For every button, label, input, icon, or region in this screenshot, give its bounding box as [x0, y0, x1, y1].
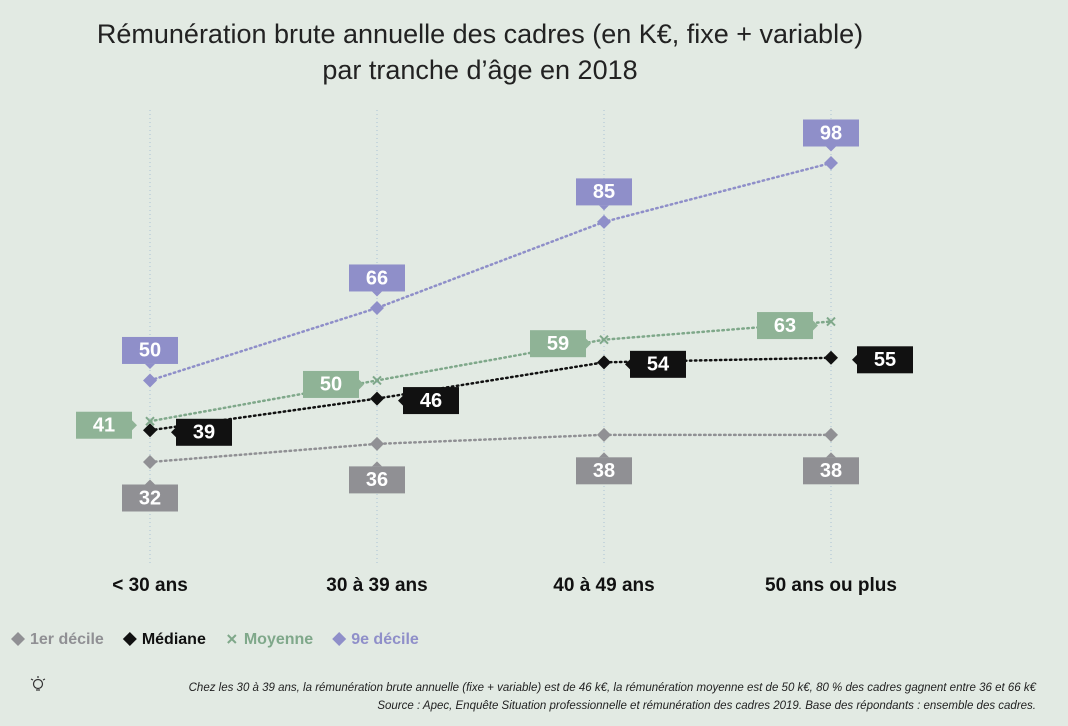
series-line — [148, 356, 833, 432]
series-line — [148, 320, 833, 423]
label-pointer — [813, 320, 818, 331]
marker — [227, 634, 237, 644]
data-label: 50 — [139, 340, 161, 362]
series: 32 36 38 38 — [122, 427, 859, 512]
note: Source : Apec, Enquête Situation profess… — [377, 700, 1036, 712]
data-label: 98 — [820, 122, 842, 144]
label-pointer — [372, 461, 382, 467]
marker — [824, 156, 838, 170]
label-box — [122, 484, 178, 512]
label-box — [303, 370, 359, 398]
marker — [597, 355, 611, 370]
label-pointer — [599, 205, 609, 211]
label-pointer — [372, 291, 382, 297]
legend-label: 1er décile — [30, 631, 104, 648]
label-box — [857, 346, 913, 374]
label-box — [403, 387, 459, 415]
label-box — [530, 330, 586, 358]
label-pointer — [625, 359, 630, 370]
series: 39 46 54 55 — [143, 346, 913, 446]
x-tick-label: 30 à 39 ans — [326, 575, 427, 596]
label-box — [576, 457, 632, 485]
label-pointer — [145, 479, 155, 485]
data-label: 38 — [820, 460, 842, 482]
label-box — [349, 466, 405, 494]
label-pointer — [826, 146, 836, 152]
x-tick-label: 50 ans ou plus — [765, 575, 897, 596]
series: 50 66 85 98 — [122, 119, 859, 388]
series: 41 50 59 63 — [76, 312, 836, 439]
marker — [332, 632, 347, 646]
label-pointer — [599, 452, 609, 458]
label-pointer — [398, 395, 403, 406]
marker — [826, 316, 836, 327]
marker — [824, 350, 838, 365]
marker — [597, 214, 611, 229]
data-label: 59 — [547, 333, 569, 355]
data-label: 66 — [366, 267, 388, 289]
label-pointer — [145, 363, 155, 369]
marker — [599, 334, 609, 345]
marker — [370, 391, 384, 406]
series-line — [148, 161, 833, 382]
label-box — [176, 418, 232, 446]
data-label: 36 — [366, 469, 388, 491]
label-box — [122, 336, 178, 364]
marker — [143, 455, 157, 469]
marker — [122, 632, 137, 646]
label-pointer — [826, 452, 836, 458]
marker — [372, 375, 382, 386]
note-icon — [30, 676, 46, 691]
label-box — [576, 178, 632, 206]
label-box — [757, 312, 813, 340]
label-box — [630, 350, 686, 378]
x-tick-label: 40 à 49 ans — [553, 575, 654, 596]
data-label: 41 — [93, 415, 115, 437]
data-label: 85 — [593, 181, 615, 203]
marker — [145, 416, 155, 426]
label-box — [803, 457, 859, 485]
marker — [11, 632, 25, 646]
chart-title: Rémunération brute annuelle des cadres (… — [97, 19, 863, 49]
marker — [370, 300, 384, 315]
series-line — [148, 433, 833, 464]
label-box — [803, 119, 859, 147]
label-pointer — [171, 427, 176, 438]
marker — [597, 427, 611, 442]
label-pointer — [852, 354, 857, 365]
marker — [370, 436, 384, 451]
marker — [143, 373, 157, 388]
label-pointer — [132, 420, 137, 431]
data-label: 54 — [647, 354, 670, 376]
data-label: 50 — [320, 374, 342, 396]
x-tick-label: < 30 ans — [112, 575, 188, 596]
data-label: 63 — [774, 315, 796, 337]
legend-label: 9e décile — [351, 631, 419, 648]
label-pointer — [359, 379, 364, 390]
data-label: 46 — [420, 390, 442, 412]
data-label: 39 — [193, 422, 215, 444]
data-label: 38 — [593, 460, 615, 482]
marker — [824, 427, 838, 442]
label-box — [349, 264, 405, 292]
legend-label: Médiane — [142, 631, 206, 648]
label-box — [76, 411, 132, 439]
label-pointer — [586, 338, 591, 349]
legend-label: Moyenne — [244, 631, 313, 648]
data-label: 32 — [139, 487, 161, 509]
chart-title: par tranche d’âge en 2018 — [322, 55, 637, 85]
data-label: 55 — [874, 349, 896, 371]
note: Chez les 30 à 39 ans, la rémunération br… — [189, 682, 1037, 694]
marker — [143, 423, 157, 438]
